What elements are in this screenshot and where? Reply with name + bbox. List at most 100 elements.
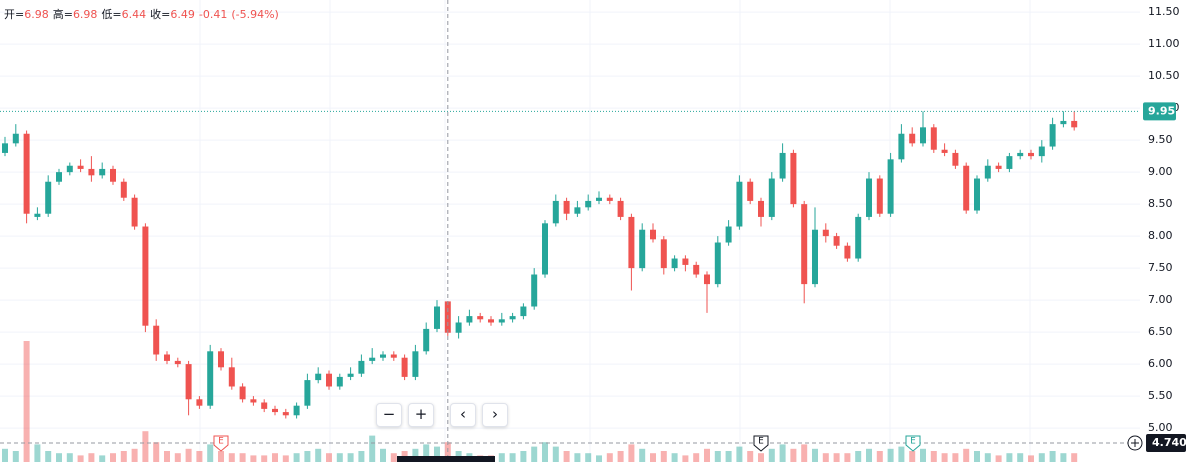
volume-bar [23,341,30,462]
volume-bar [293,453,300,462]
candle-body [736,181,743,227]
candle-body [304,380,311,406]
candle-body [315,373,322,381]
candle-body [1006,156,1013,169]
volume-bar [412,448,419,462]
volume-bar [920,448,926,462]
volume-bar [239,453,246,462]
earnings-marker [905,435,921,452]
candle-body [477,316,484,320]
volume-bar [606,453,613,462]
candle-body [336,376,343,387]
controls: − + ‹ › [376,403,508,427]
volume-bar [390,453,397,462]
candle-body [261,402,268,409]
volume-bar [693,453,700,462]
control-button[interactable]: − [376,403,402,427]
crosshair-label: 4.740 [1152,436,1187,449]
volume-bar [88,453,95,462]
candle-body [509,316,516,320]
candle-body [1028,152,1034,157]
volume-bar [660,451,667,462]
candle-body [660,239,667,269]
candle-body [1017,152,1024,157]
candle-body [369,357,376,361]
header-change: -0.41 [198,8,228,21]
volume-bar [326,453,332,462]
volume-bar [552,446,559,462]
volume-bar [909,451,916,462]
earnings-label: E [910,437,916,447]
volume-bar [585,453,592,462]
candle-body [131,197,138,227]
control-button[interactable]: + [408,403,434,427]
volume-bar [1028,455,1034,462]
candle-body [1060,120,1067,125]
volume-bar [1060,453,1067,462]
candle-body [617,200,624,217]
candle-body [488,319,494,323]
candle-body [671,258,678,269]
volume-bar [282,455,289,462]
candle-body [812,229,818,285]
volume-bar [423,444,430,462]
candle-body [218,351,224,368]
volume-bar [725,451,732,462]
control-button[interactable]: › [482,403,508,427]
volume-bar [56,453,62,462]
last-price-box [1143,102,1176,121]
header-label: 高= [52,8,73,21]
volume-bar [218,451,224,462]
candle-body [941,149,948,153]
candle-body [822,229,829,237]
add-icon-plus [1131,439,1139,447]
y-tick-label: 9.50 [1148,133,1173,146]
candle-body [909,133,916,144]
candle-body [963,165,970,211]
volume-bar [574,453,581,462]
volume-bar [34,444,41,462]
control-button[interactable]: ‹ [450,403,476,427]
candle-body [207,351,214,406]
candle-body [196,399,203,406]
candle-body [520,306,527,317]
candle-body [585,200,592,208]
volume-bar [963,448,970,462]
volume-bar [736,446,743,462]
volume-bar [77,455,84,462]
header-change-pct: (-5.94%) [231,8,279,21]
volume-bar [174,453,181,462]
volume-bar [812,448,818,462]
candle-body [282,412,289,416]
candle-body [768,178,775,217]
candle-body [801,204,808,285]
candle-body [66,165,73,173]
volume-bar [66,453,73,462]
volume-bar [358,451,365,462]
volume-bar [12,451,19,462]
earnings-marker [213,435,229,452]
candle-body [45,181,52,214]
candle-body [56,172,62,182]
candle-body [628,216,635,269]
volume-bar [228,453,235,462]
volume-bar [131,448,138,462]
y-tick-label: 9.00 [1148,165,1173,178]
volume-bar [304,451,311,462]
ohlc-header: 开=6.98 高=6.98 低=6.44 收=6.49 -0.41 (-5.94%) [4,6,283,22]
volume-bar [866,448,872,462]
volume-bar [833,453,840,462]
volume-bar [747,451,754,462]
volume-bar [876,451,883,462]
volume-bar [380,448,386,462]
header-value: 6.98 [24,8,49,21]
volume-bar [952,453,959,462]
volume-bar [822,453,829,462]
candle-body [995,165,1002,169]
candle-body [358,360,365,374]
volume-bar [650,453,656,462]
candle-body [779,152,786,179]
candle-body [876,178,883,214]
volume-bar [898,446,905,462]
